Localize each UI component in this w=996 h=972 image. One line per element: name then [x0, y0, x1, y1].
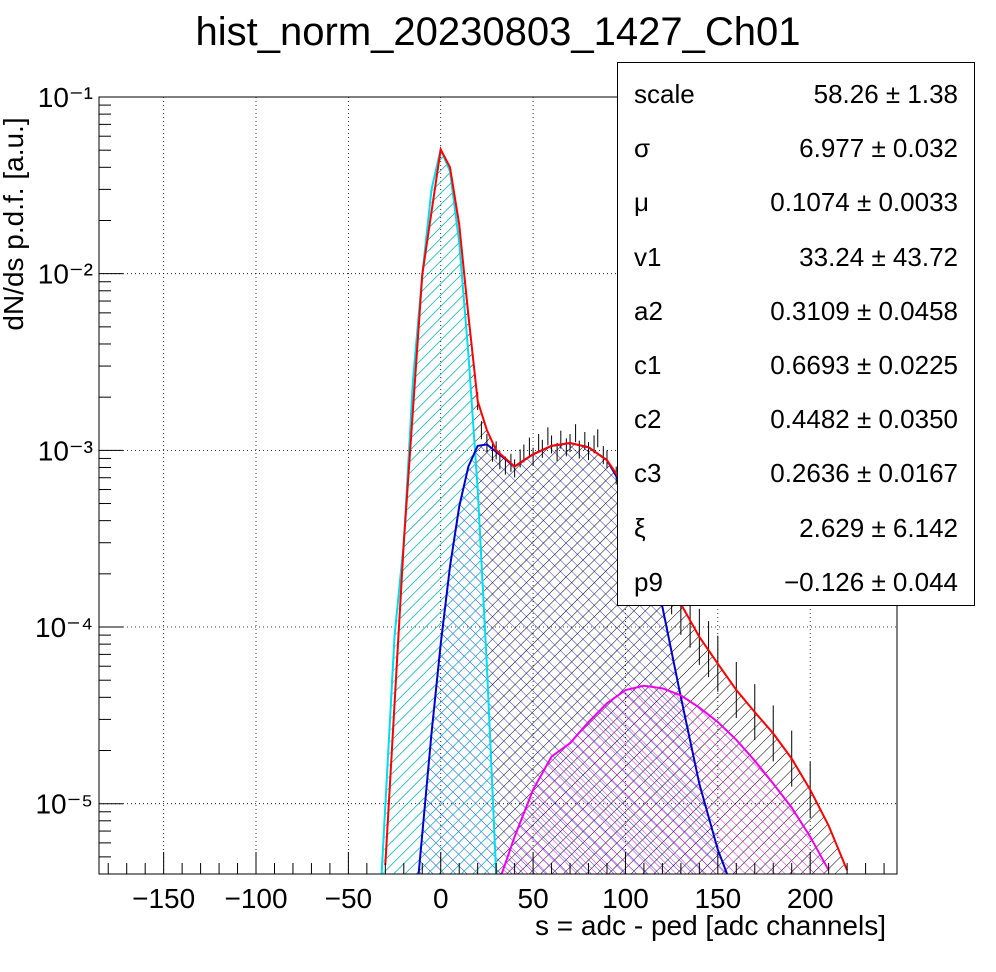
x-axis: −150 −100 −50 0 50 100 150 200	[107, 852, 885, 914]
x-tick-label: 150	[694, 883, 741, 914]
x-tick-label: −150	[132, 883, 195, 914]
total-fit-curve	[384, 146, 849, 871]
y-tick-label: 10⁻²	[38, 259, 93, 290]
x-tick-label: 50	[518, 883, 549, 914]
stat-row: σ 6.977 ± 0.032	[618, 119, 974, 173]
stat-value: 58.26 ± 1.38	[813, 79, 958, 109]
stat-value: 0.6693 ± 0.0225	[770, 350, 958, 380]
stat-row: μ 0.1074 ± 0.0033	[618, 173, 974, 227]
stat-name: μ	[634, 187, 649, 218]
x-tick-label: −50	[325, 883, 373, 914]
stat-name: σ	[634, 133, 651, 164]
y-tick-label: 10⁻⁵	[35, 789, 93, 820]
double-pe-fill	[501, 685, 829, 874]
stat-row: p9 −0.126 ± 0.044	[618, 553, 974, 607]
component-fills	[381, 149, 848, 874]
stat-name: scale	[634, 79, 695, 109]
stat-value: 2.629 ± 6.142	[799, 512, 958, 543]
fit-curves	[380, 146, 849, 874]
stat-row: c1 0.6693 ± 0.0225	[618, 336, 974, 390]
stat-row: v1 33.24 ± 43.72	[618, 228, 974, 282]
stat-value: 33.24 ± 43.72	[799, 241, 958, 272]
fit-stats-box: scale 58.26 ± 1.38 σ 6.977 ± 0.032 μ 0.1074 ±…	[617, 62, 975, 606]
stat-value: 0.1074 ± 0.0033	[770, 187, 958, 218]
stat-value: 0.3109 ± 0.0458	[770, 295, 958, 326]
x-tick-label: 0	[433, 883, 449, 914]
y-tick-label: 10⁻³	[38, 435, 93, 466]
stat-name: p9	[634, 566, 663, 597]
y-axis: 10⁻⁵ 10⁻⁴ 10⁻³ 10⁻² 10⁻¹	[35, 82, 123, 875]
stat-value: 6.977 ± 0.032	[799, 133, 958, 164]
stat-name: c2	[634, 404, 662, 435]
stat-row: c2 0.4482 ± 0.0350	[618, 390, 974, 444]
stat-row: ξ 2.629 ± 6.142	[618, 499, 974, 553]
x-tick-label: −100	[224, 883, 287, 914]
stat-name: v1	[634, 241, 662, 272]
chart-title: hist_norm_20230803_1427_Ch01	[195, 10, 801, 54]
x-axis-label: s = adc - ped [adc channels]	[535, 910, 886, 941]
stat-name: ξ	[634, 512, 646, 543]
stat-name: c1	[634, 350, 662, 380]
pedestal-fill	[381, 149, 497, 874]
stat-row: a2 0.3109 ± 0.0458	[618, 282, 974, 336]
y-axis-label: dN/ds p.d.f. [a.u.]	[0, 117, 29, 331]
stat-value: 0.2636 ± 0.0167	[770, 458, 958, 489]
stat-value: 0.4482 ± 0.0350	[770, 404, 958, 435]
stat-value: −0.126 ± 0.044	[783, 566, 958, 597]
stat-row: scale 58.26 ± 1.38	[618, 65, 974, 119]
stat-name: a2	[634, 295, 663, 326]
y-tick-label: 10⁻¹	[38, 82, 93, 113]
x-tick-label: 100	[602, 883, 649, 914]
stat-row: c3 0.2636 ± 0.0167	[618, 444, 974, 498]
x-tick-label: 200	[787, 883, 834, 914]
double-pe-curve	[500, 684, 830, 874]
y-tick-label: 10⁻⁴	[35, 612, 93, 643]
stat-name: c3	[634, 458, 662, 489]
